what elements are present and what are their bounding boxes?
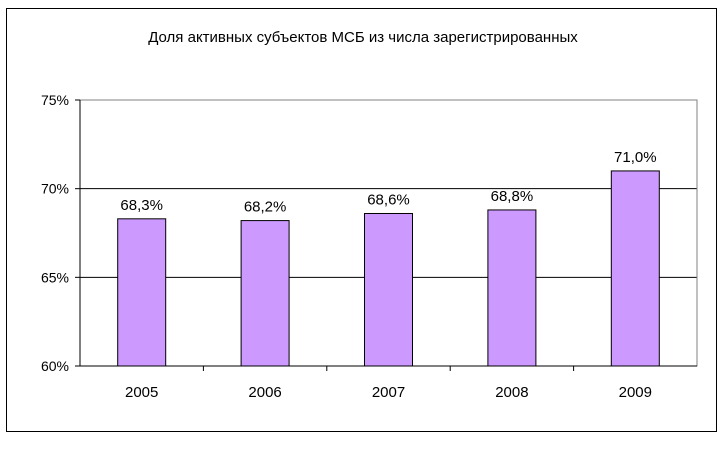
x-category-label: 2009 [619,384,652,401]
x-category-label: 2008 [495,384,528,401]
x-axis-categories: 2005 2006 2007 2008 2009 [125,366,652,401]
x-category-label: 2005 [125,384,158,401]
bar-2008 [487,209,537,367]
y-tick-label: 70% [41,181,69,197]
y-axis-ticks: 60% 65% 70% 75% [41,92,80,374]
data-labels: 68,3% 68,2% 68,6% 68,8% 71,0% [120,149,656,216]
data-label-2007: 68,6% [367,191,410,208]
bar-2009 [610,170,660,367]
bar-2005 [117,218,167,367]
x-category-label: 2006 [248,384,281,401]
y-tick-label: 65% [41,269,69,285]
y-tick-label: 75% [41,92,69,108]
data-label-2006: 68,2% [244,199,287,216]
data-label-2005: 68,3% [120,197,163,214]
y-tick-label: 60% [41,358,69,374]
bars [117,170,660,367]
data-label-2009: 71,0% [614,149,657,166]
bar-2006 [240,220,290,367]
bar-2007 [364,212,413,367]
chart-title: Доля активных субъектов МСБ из числа зар… [148,29,578,46]
x-category-label: 2007 [372,384,405,401]
data-label-2008: 68,8% [491,188,534,205]
